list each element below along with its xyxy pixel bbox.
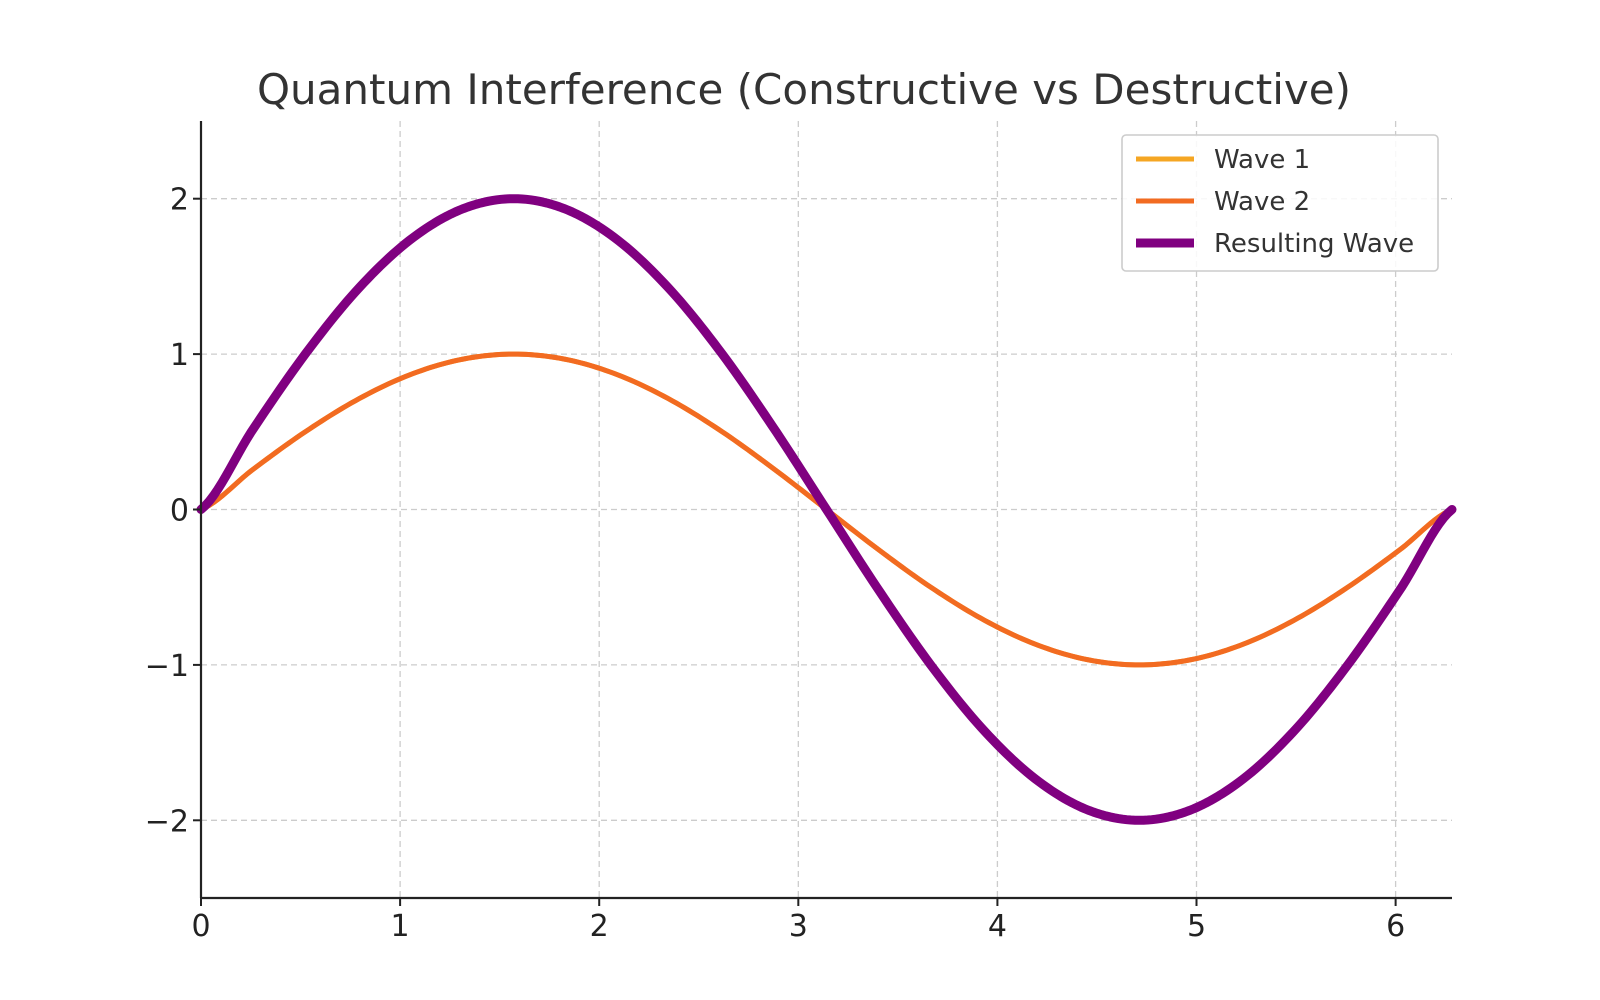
legend-label-resulting-wave: Resulting Wave: [1214, 229, 1414, 259]
legend-label-wave-2: Wave 2: [1214, 187, 1310, 217]
legend-label-wave-1: Wave 1: [1214, 145, 1310, 175]
y-tick-label: 0: [170, 494, 189, 529]
chart-title: Quantum Interference (Constructive vs De…: [257, 65, 1351, 114]
series-lines: [196, 194, 1457, 825]
legend-box: [1121, 134, 1439, 272]
y-tick-label: −1: [145, 649, 189, 684]
y-axis-ticks: 2 1 0 −1 −2: [145, 183, 201, 839]
x-tick-label: 6: [1386, 909, 1405, 944]
y-tick-label: −2: [145, 804, 189, 839]
x-tick-label: 3: [789, 909, 808, 944]
x-tick-label: 0: [191, 909, 210, 944]
y-tick-label: 2: [170, 183, 189, 218]
y-tick-label: 1: [170, 338, 189, 373]
x-tick-label: 4: [988, 909, 1007, 944]
x-tick-label: 5: [1187, 909, 1206, 944]
x-tick-label: 2: [590, 909, 609, 944]
legend: Wave 1 Wave 2 Resulting Wave: [1121, 134, 1439, 272]
x-axis-ticks: 0 1 2 3 4 5 6: [191, 898, 1405, 944]
resulting-wave-line: [196, 194, 1457, 825]
x-tick-label: 1: [391, 909, 410, 944]
